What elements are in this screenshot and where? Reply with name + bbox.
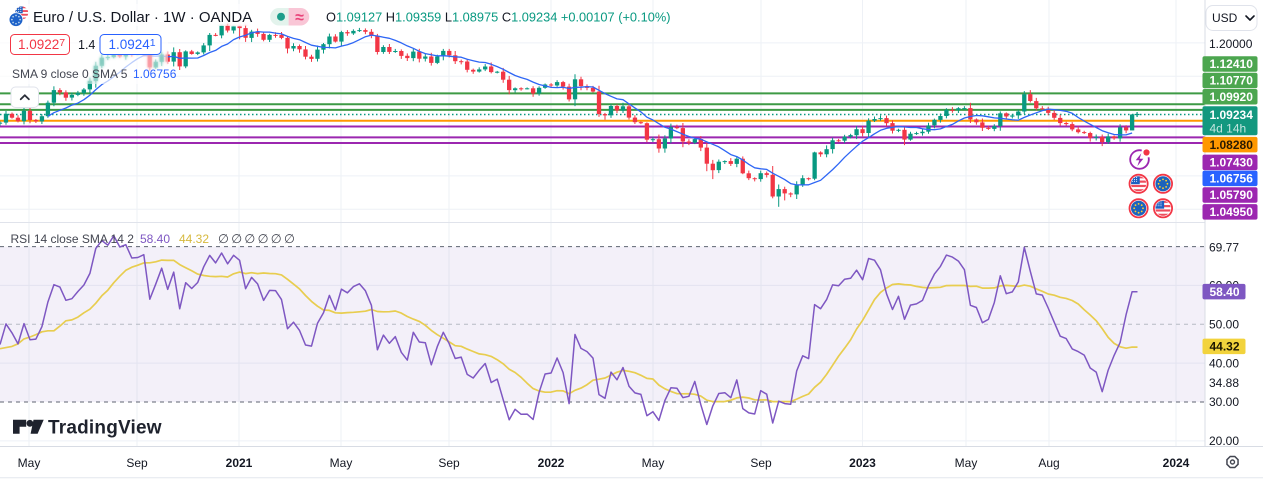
svg-text:May: May (955, 456, 978, 470)
svg-text:O1.09127 H1.09359 L1.08975 C1.: O1.09127 H1.09359 L1.08975 C1.09234 +0.0… (326, 10, 670, 25)
svg-text:1.07430: 1.07430 (1210, 156, 1254, 170)
svg-text:≈: ≈ (295, 10, 304, 27)
svg-text:1.06756: 1.06756 (1210, 172, 1254, 186)
svg-text:1.08280: 1.08280 (1210, 138, 1254, 152)
svg-text:TradingView: TradingView (48, 418, 162, 439)
svg-text:Aug: Aug (1038, 456, 1059, 470)
svg-text:USD: USD (1212, 11, 1238, 25)
svg-text:30.00: 30.00 (1209, 395, 1239, 409)
svg-text:∅∅∅∅∅∅: ∅ ∅ ∅ ∅ ∅ ∅ (218, 232, 295, 246)
svg-text:58.40: 58.40 (1210, 285, 1240, 299)
svg-text:20.00: 20.00 (1209, 434, 1239, 448)
svg-text:May: May (642, 456, 665, 470)
svg-text:50.00: 50.00 (1209, 318, 1239, 332)
svg-text:1.09234: 1.09234 (1210, 108, 1254, 122)
svg-text:58.40: 58.40 (140, 232, 170, 246)
svg-text:Euro / U.S. Dollar · 1W · OAND: Euro / U.S. Dollar · 1W · OANDA (33, 9, 252, 26)
svg-text:34.88: 34.88 (1209, 376, 1239, 390)
svg-text:RSI 14 close SMA 14 2: RSI 14 close SMA 14 2 (11, 232, 135, 246)
svg-text:May: May (330, 456, 353, 470)
svg-text:May: May (18, 456, 41, 470)
svg-text:Sep: Sep (126, 456, 148, 470)
svg-text:2022: 2022 (538, 456, 565, 470)
svg-text:2023: 2023 (849, 456, 876, 470)
svg-text:4d 14h: 4d 14h (1210, 122, 1247, 136)
svg-text:44.32: 44.32 (179, 232, 209, 246)
svg-text:1.12410: 1.12410 (1210, 57, 1254, 71)
svg-text:1.10770: 1.10770 (1210, 74, 1254, 88)
svg-text:1.09920: 1.09920 (1210, 90, 1254, 104)
svg-text:SMA 9 close 0 SMA 5: SMA 9 close 0 SMA 5 (12, 67, 128, 81)
svg-text:1.09241: 1.09241 (109, 37, 156, 52)
svg-text:1.4: 1.4 (78, 38, 95, 52)
svg-text:Sep: Sep (750, 456, 772, 470)
svg-text:1.04950: 1.04950 (1210, 205, 1254, 219)
svg-text:40.00: 40.00 (1209, 356, 1239, 370)
svg-text:44.32: 44.32 (1210, 340, 1240, 354)
svg-text:1.06756: 1.06756 (133, 67, 177, 81)
svg-text:1.05790: 1.05790 (1210, 188, 1254, 202)
svg-text:2024: 2024 (1163, 456, 1190, 470)
svg-text:69.77: 69.77 (1209, 241, 1239, 255)
svg-text:1.09227: 1.09227 (18, 37, 65, 52)
svg-text:1.20000: 1.20000 (1209, 37, 1253, 51)
svg-text:Sep: Sep (438, 456, 460, 470)
svg-text:2021: 2021 (226, 456, 253, 470)
